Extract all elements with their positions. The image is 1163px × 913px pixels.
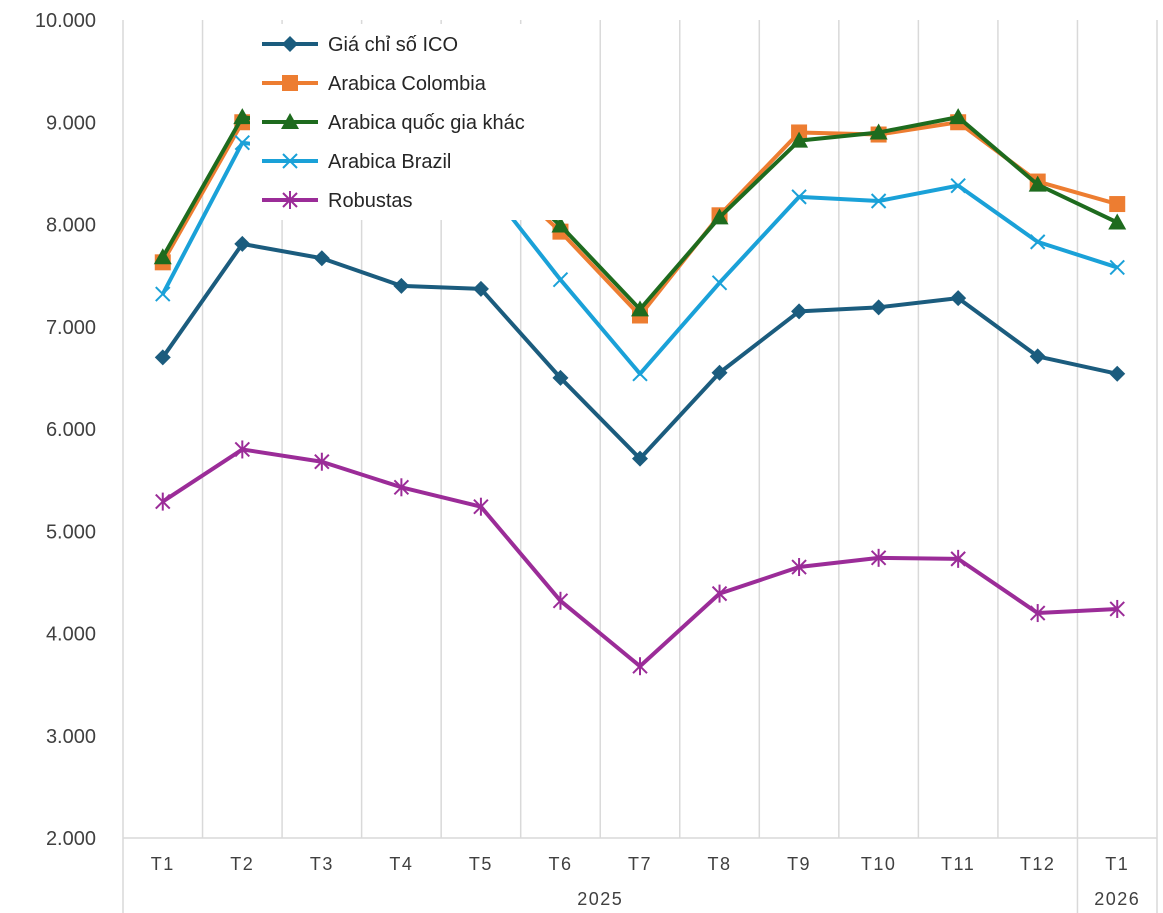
data-point: [234, 235, 251, 252]
x-tick-label: T1: [1105, 854, 1129, 874]
legend-label: Arabica quốc gia khác: [328, 112, 525, 134]
y-tick-label: 6.000: [46, 419, 96, 441]
data-point: [551, 216, 570, 233]
series-0: [154, 235, 1126, 467]
axes: 2.000 3.000 4.000 5.000 6.000 7.000 8.000 9.000…: [35, 10, 1158, 913]
legend-entry: Arabica quốc gia khác: [262, 112, 525, 134]
data-point: [710, 208, 729, 225]
data-point: [314, 452, 330, 471]
data-point: [1029, 234, 1046, 250]
data-point: [1109, 599, 1125, 618]
x-tick-label: T12: [1020, 854, 1056, 874]
data-point: [950, 177, 966, 194]
y-tick-label: 8.000: [46, 215, 96, 237]
data-point: [1109, 259, 1125, 276]
data-point: [155, 492, 171, 511]
y-tick-label: 4.000: [46, 624, 96, 646]
x-tick-label: T6: [548, 854, 572, 874]
legend-marker: [282, 75, 298, 91]
x-tick-label: T10: [861, 854, 897, 874]
data-point: [1029, 348, 1046, 365]
data-point: [870, 548, 887, 567]
data-point: [233, 108, 252, 125]
x-tick-label: T5: [469, 854, 493, 874]
data-point: [234, 134, 251, 151]
data-point: [473, 497, 489, 516]
data-point: [1109, 365, 1126, 382]
data-point: [154, 349, 171, 366]
data-point: [791, 558, 807, 577]
data-point: [393, 478, 410, 497]
data-point: [552, 591, 569, 610]
data-point: [950, 549, 966, 568]
x-tick-label: T1: [151, 854, 175, 874]
x-tick-label: T8: [708, 854, 732, 874]
data-point: [869, 123, 888, 140]
data-point: [153, 248, 172, 265]
data-point: [155, 286, 171, 302]
series-4: [155, 440, 1125, 676]
x-tick-label: T2: [230, 854, 254, 874]
legend-label: Arabica Brazil: [328, 151, 451, 173]
data-point: [631, 300, 649, 317]
data-point: [234, 440, 251, 459]
data-point: [552, 369, 569, 386]
legend: Giá chỉ số ICO Arabica Colombia Arabica qu…: [250, 24, 585, 220]
data-point: [1028, 175, 1047, 192]
legend-marker: [281, 113, 299, 129]
data-point: [870, 193, 887, 209]
y-tick-label: 2.000: [46, 828, 96, 850]
legend-entry: Arabica Colombia: [262, 73, 487, 95]
legend-label: Giá chỉ số ICO: [328, 34, 458, 56]
data-point: [711, 584, 728, 603]
legend-entry: Arabica Brazil: [262, 151, 451, 173]
data-point: [1109, 196, 1126, 213]
legend-marker: [282, 36, 298, 52]
data-point: [950, 290, 967, 307]
data-point: [552, 272, 569, 288]
data-point: [632, 366, 648, 382]
data-point: [632, 450, 648, 467]
x-tick-label: T11: [941, 854, 975, 874]
x-tick-label: T4: [389, 854, 413, 874]
x-group-label: 2025: [577, 889, 623, 909]
data-point: [1108, 213, 1127, 230]
data-point: [949, 108, 968, 125]
legend-marker: [282, 191, 298, 209]
legend-marker: [282, 153, 298, 169]
y-tick-label: 9.000: [46, 112, 96, 134]
x-group-label: 2026: [1094, 889, 1140, 909]
data-point: [791, 303, 808, 320]
series-line: [161, 241, 1118, 461]
data-point: [632, 657, 648, 676]
data-point: [711, 364, 728, 381]
x-tick-label: T7: [628, 854, 652, 874]
y-tick-label: 10.000: [35, 10, 96, 32]
x-tick-label: T9: [787, 854, 811, 874]
data-point: [1029, 604, 1046, 623]
data-point: [870, 299, 887, 316]
legend-entry: Giá chỉ số ICO: [262, 34, 458, 56]
y-tick-label: 3.000: [46, 726, 96, 748]
legend-entry: Robustas: [262, 190, 413, 212]
data-point: [472, 280, 489, 297]
series-line: [161, 447, 1118, 669]
data-point: [313, 250, 330, 267]
legend-label: Arabica Colombia: [328, 73, 487, 95]
data-point: [791, 189, 807, 205]
x-tick-label: T3: [310, 854, 334, 874]
y-tick-label: 7.000: [46, 317, 96, 339]
y-tick-label: 5.000: [46, 521, 96, 543]
legend-label: Robustas: [328, 190, 413, 212]
data-point: [711, 275, 728, 291]
data-point: [393, 277, 410, 294]
data-point: [790, 131, 809, 148]
